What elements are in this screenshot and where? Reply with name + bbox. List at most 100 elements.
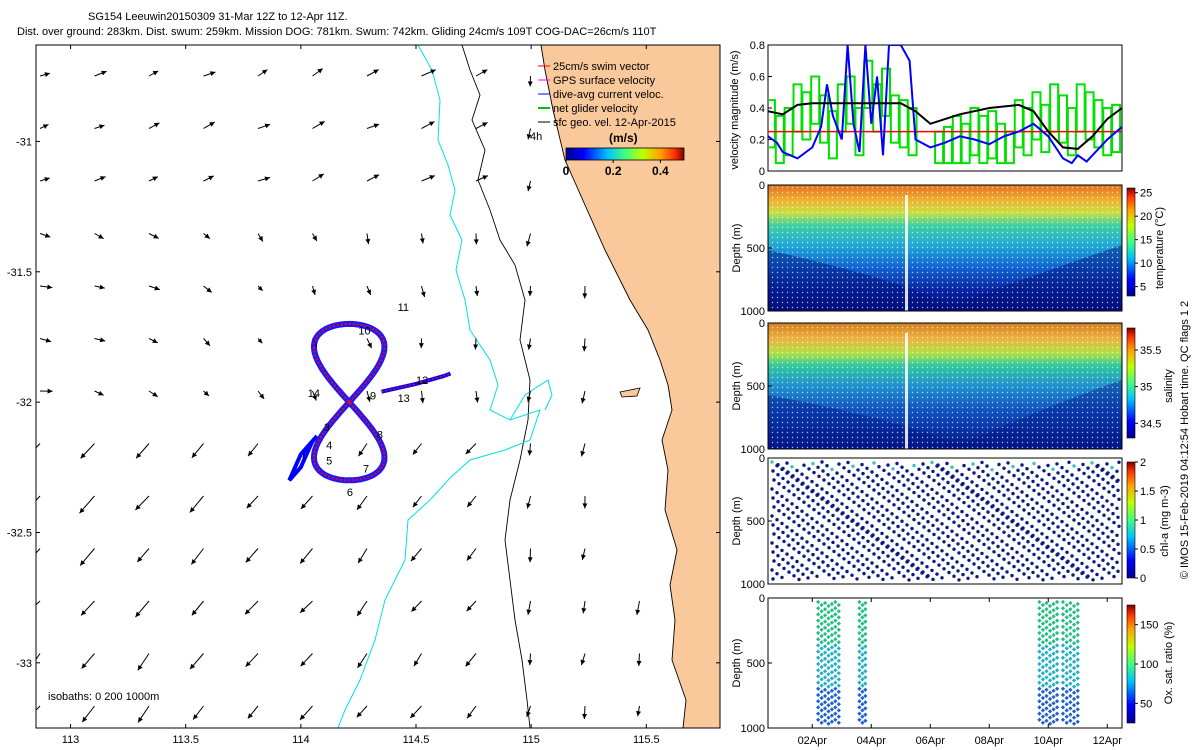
geo-velocity-arrow — [79, 495, 95, 514]
oxygen-sample — [829, 651, 835, 656]
chl-sample — [885, 508, 889, 512]
chl-sample — [857, 504, 861, 508]
oxygen-sample — [819, 664, 824, 670]
geo-velocity-arrow — [356, 495, 368, 511]
chl-sample — [830, 494, 834, 499]
chl-sample — [770, 460, 774, 464]
geo-velocity-arrow — [300, 495, 313, 510]
chl-sample — [912, 463, 916, 468]
oxygen-sample — [1068, 644, 1073, 649]
chl-sample — [1091, 470, 1095, 474]
chl-sample — [982, 542, 986, 547]
chl-sample — [780, 575, 784, 580]
chl-sample — [877, 492, 881, 496]
oxygen-sample — [1064, 640, 1069, 645]
oxygen-sample — [829, 614, 835, 619]
chl-sample — [985, 555, 989, 559]
chl-sample — [1057, 534, 1061, 538]
oxygen-ylabel: Depth (m) — [731, 639, 743, 688]
oxygen-sample — [860, 714, 865, 719]
chl-sample — [885, 481, 889, 485]
chl-sample — [1056, 498, 1060, 502]
oxygen-sample — [819, 720, 824, 725]
chl-sample — [862, 507, 866, 512]
chl-sample — [966, 549, 970, 553]
chl-sample — [1011, 491, 1015, 496]
chl-sample — [796, 487, 800, 492]
oxygen-sample — [1047, 628, 1053, 633]
chl-sample — [787, 570, 791, 574]
chl-sample — [977, 475, 981, 479]
chl-sample — [846, 524, 850, 529]
depth-tick-label: 1000 — [741, 306, 765, 318]
chl-sample — [826, 473, 830, 477]
oxygen-sample — [1037, 643, 1042, 648]
chl-sample — [856, 495, 860, 499]
chl-sample — [836, 517, 840, 521]
map-x-tick-label: 113.5 — [172, 734, 199, 746]
geo-velocity-arrow — [366, 390, 371, 402]
chl-sample — [926, 574, 930, 578]
oxygen-sample — [1075, 670, 1080, 675]
chl-sample — [795, 559, 799, 564]
chl-sample — [1060, 546, 1064, 551]
chl-sample — [852, 537, 856, 541]
chl-sample — [871, 479, 875, 483]
chl-sample — [1077, 549, 1081, 553]
chl-sample — [1010, 573, 1014, 578]
chl-sample — [932, 505, 936, 510]
chl-sample — [786, 507, 790, 511]
chl-sample — [945, 525, 949, 530]
oxygen-sample — [1044, 669, 1049, 674]
chl-sample — [880, 531, 884, 536]
oxygen-sample — [857, 680, 862, 685]
oxygen-sample — [1047, 616, 1053, 621]
chl-sample — [1052, 476, 1056, 480]
geo-velocity-arrow — [421, 121, 435, 129]
chl-sample — [831, 540, 835, 545]
chl-sample — [772, 532, 776, 536]
chl-sample — [952, 520, 956, 524]
chl-sample — [855, 486, 859, 490]
chl-sample — [800, 536, 804, 540]
oxygen-sample — [819, 640, 824, 645]
chl-sample — [1025, 558, 1029, 562]
oxygen-sample — [826, 653, 831, 658]
small-island — [619, 387, 641, 398]
track-southwest-spread — [287, 434, 319, 482]
depth-tick-label: 1000 — [741, 579, 765, 591]
chl-sample — [841, 484, 845, 488]
chl-sample — [851, 555, 855, 559]
oxygen-sample — [836, 658, 841, 663]
chl-sample — [960, 472, 964, 477]
oxygen-sample — [819, 714, 824, 719]
geo-velocity-arrow — [636, 705, 642, 717]
map-y-tick-label: -33 — [16, 658, 32, 670]
chl-sample — [816, 492, 820, 496]
oxygen-sample — [1040, 609, 1046, 614]
oxygen-sample — [1051, 626, 1056, 631]
chl-sample — [870, 524, 874, 528]
chl-sample — [810, 516, 814, 521]
chl-sample — [951, 484, 955, 488]
chl-sample — [775, 572, 779, 576]
geo-velocity-arrow — [36, 705, 41, 711]
chl-sample — [890, 539, 894, 543]
chl-sample — [1117, 551, 1121, 555]
oxygen-sample — [822, 607, 828, 612]
chl-sample — [1112, 493, 1116, 498]
chl-sample — [1117, 524, 1121, 528]
chl-sample — [1047, 472, 1051, 477]
colorbar-tick-label: 35.5 — [1140, 345, 1161, 357]
oxygen-sample — [836, 714, 841, 719]
oxygen-sample — [860, 683, 865, 688]
geo-velocity-arrow — [257, 390, 265, 400]
chl-sample — [802, 527, 806, 531]
colorbar-tick-label: 0.5 — [1140, 544, 1155, 556]
geo-velocity-arrow — [526, 705, 531, 718]
oxygen-sample — [1040, 683, 1046, 688]
oxygen-sample — [1051, 719, 1056, 724]
chl-sample — [1036, 574, 1040, 578]
chl-sample — [921, 489, 925, 493]
